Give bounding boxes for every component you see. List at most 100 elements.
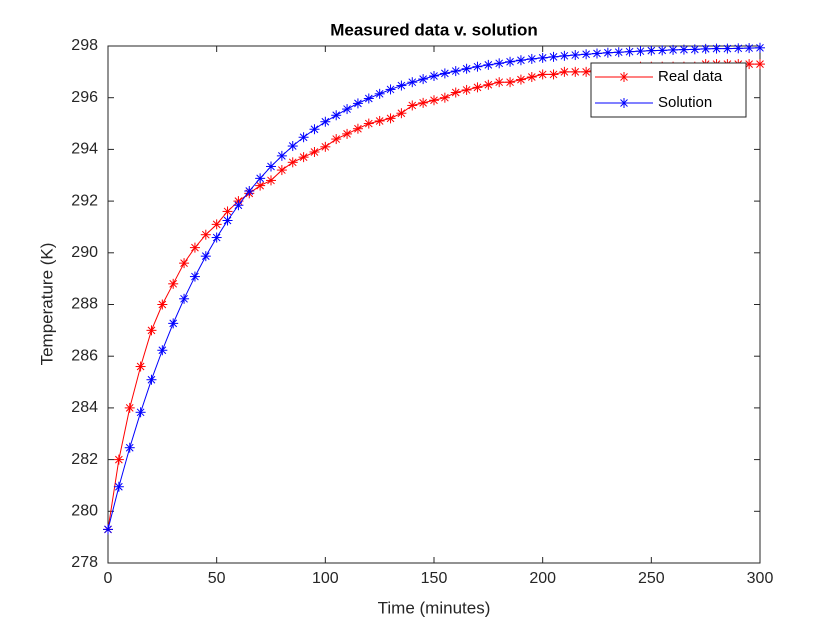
marker-stroke	[223, 207, 232, 216]
marker	[657, 45, 668, 56]
marker-stroke	[604, 48, 612, 57]
marker	[570, 50, 581, 61]
marker	[276, 165, 287, 176]
marker-stroke	[419, 75, 427, 83]
marker-stroke	[549, 53, 558, 61]
y-tick-label: 286	[71, 347, 98, 364]
marker	[581, 49, 592, 60]
marker	[755, 59, 765, 70]
marker-stroke	[484, 80, 493, 89]
marker-stroke	[620, 73, 628, 81]
marker-stroke	[614, 48, 623, 57]
marker-stroke	[441, 69, 449, 78]
marker	[276, 150, 287, 161]
marker-stroke	[278, 152, 286, 160]
marker-stroke	[158, 346, 167, 355]
legend-label: Solution	[658, 94, 712, 111]
marker	[515, 55, 526, 66]
marker	[298, 132, 309, 143]
marker-stroke	[473, 83, 482, 92]
marker	[255, 180, 266, 191]
marker	[678, 44, 689, 55]
marker-stroke	[288, 142, 297, 150]
marker	[581, 66, 592, 77]
marker-stroke	[593, 49, 601, 58]
marker	[189, 242, 200, 253]
marker	[146, 325, 157, 336]
marker	[179, 258, 190, 269]
marker	[668, 44, 679, 55]
marker	[472, 82, 483, 93]
marker-stroke	[136, 362, 145, 371]
marker	[385, 113, 396, 124]
marker-stroke	[560, 51, 569, 60]
marker	[505, 56, 516, 67]
marker	[135, 407, 146, 418]
y-tick-label: 284	[71, 399, 98, 416]
marker-stroke	[549, 70, 558, 79]
marker	[222, 206, 233, 217]
marker	[309, 146, 320, 157]
y-tick-label: 280	[71, 503, 98, 520]
y-tick-label: 298	[71, 37, 98, 54]
marker	[461, 84, 472, 95]
marker-stroke	[441, 93, 449, 102]
marker-stroke	[267, 162, 275, 171]
marker-stroke	[299, 153, 308, 162]
marker-stroke	[620, 99, 628, 107]
marker-stroke	[669, 46, 677, 54]
marker-stroke	[495, 59, 504, 68]
marker	[222, 215, 233, 226]
marker-stroke	[147, 326, 156, 335]
x-tick-label: 50	[208, 570, 226, 587]
marker-stroke	[332, 111, 341, 120]
marker	[602, 47, 613, 58]
marker	[342, 104, 353, 115]
marker-stroke	[104, 525, 112, 534]
marker-stroke	[180, 294, 188, 303]
marker-stroke	[756, 60, 764, 68]
marker	[619, 72, 629, 82]
marker	[570, 66, 581, 77]
marker	[559, 50, 570, 61]
marker-stroke	[723, 44, 732, 53]
marker-stroke	[419, 99, 427, 107]
marker-stroke	[473, 62, 482, 71]
chart-title: Measured data v. solution	[330, 20, 538, 39]
marker-stroke	[495, 78, 504, 87]
marker-stroke	[332, 135, 341, 143]
marker-stroke	[397, 81, 406, 90]
x-axis-label: Time (minutes)	[378, 598, 491, 617]
marker-stroke	[201, 230, 210, 239]
marker-stroke	[582, 67, 590, 76]
y-tick-label: 294	[71, 141, 98, 158]
marker	[515, 74, 526, 85]
marker	[559, 66, 570, 77]
marker-stroke	[299, 133, 308, 142]
marker-stroke	[321, 117, 330, 126]
marker-stroke	[223, 216, 232, 225]
marker	[331, 134, 342, 145]
marker	[385, 84, 396, 95]
marker-stroke	[354, 99, 362, 108]
y-tick-label: 290	[71, 244, 98, 261]
marker	[429, 95, 439, 106]
marker	[113, 454, 124, 465]
marker	[320, 141, 331, 152]
marker-stroke	[397, 109, 406, 118]
marker-stroke	[180, 259, 188, 267]
marker-stroke	[364, 94, 373, 103]
marker	[548, 51, 559, 62]
marker	[472, 61, 483, 72]
marker	[624, 46, 635, 57]
marker	[494, 77, 505, 88]
marker-stroke	[571, 67, 580, 76]
marker-stroke	[408, 78, 417, 87]
x-tick-label: 0	[104, 570, 113, 587]
marker	[287, 141, 298, 152]
marker-stroke	[256, 181, 264, 190]
marker	[548, 69, 559, 80]
marker-stroke	[256, 174, 264, 183]
marker-stroke	[288, 158, 297, 167]
marker-stroke	[527, 73, 536, 81]
